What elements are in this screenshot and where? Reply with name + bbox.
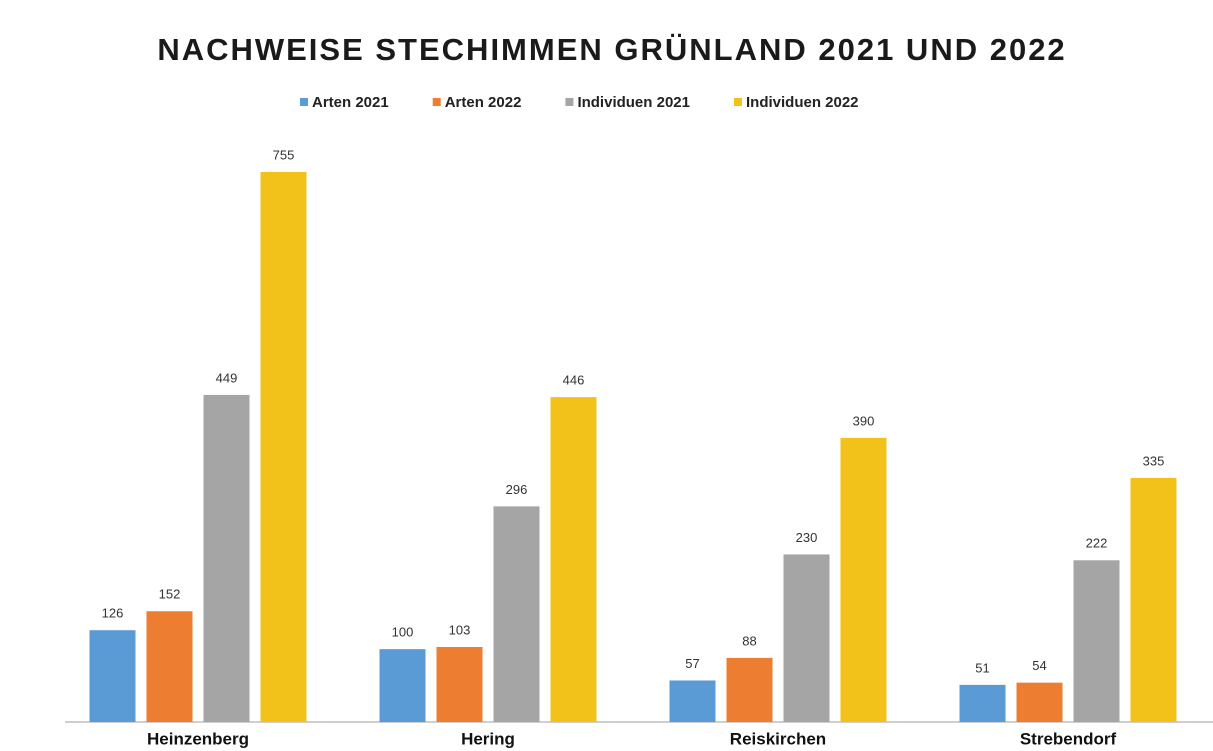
bar [1016,682,1063,722]
data-label: 126 [102,606,124,621]
legend-label: Arten 2021 [312,94,389,111]
legend-swatch [733,98,742,106]
data-label: 755 [273,147,295,162]
data-label: 100 [392,625,414,640]
bar [89,630,136,722]
bar [959,684,1006,722]
bar [379,649,426,722]
data-label: 51 [975,660,989,675]
bar [1073,560,1120,722]
bar [726,657,773,722]
bar [203,394,250,722]
bar [1130,477,1177,722]
chart-title: NACHWEISE STECHIMMEN GRÜNLAND 2021 UND 2… [157,32,1066,67]
x-tick-label: Hering [461,729,515,748]
data-label: 335 [1143,453,1165,468]
legend-swatch [565,98,574,106]
legend-label: Arten 2022 [445,94,522,111]
data-label: 296 [506,482,528,497]
legend-swatch [300,98,308,106]
data-label: 446 [563,373,585,388]
legend-label: Individuen 2021 [577,94,690,111]
data-label: 222 [1086,536,1108,551]
bar [550,397,597,722]
bar [260,172,307,722]
bar [146,611,193,722]
data-label: 449 [216,370,238,385]
data-label: 57 [685,656,699,671]
bar [493,506,540,722]
data-label: 88 [742,633,756,648]
x-tick-label: Strebendorf [1020,729,1117,748]
bar [436,646,483,722]
bar [669,680,716,722]
data-label: 54 [1032,658,1046,673]
data-label: 103 [449,622,471,637]
legend-label: Individuen 2022 [746,94,859,111]
legend-swatch [432,98,441,106]
data-label: 230 [796,530,818,545]
bar [783,554,830,722]
x-tick-label: Reiskirchen [730,729,826,748]
bar [840,437,887,722]
data-label: 390 [853,413,875,428]
x-tick-label: Heinzenberg [147,729,249,748]
data-label: 152 [159,587,181,602]
